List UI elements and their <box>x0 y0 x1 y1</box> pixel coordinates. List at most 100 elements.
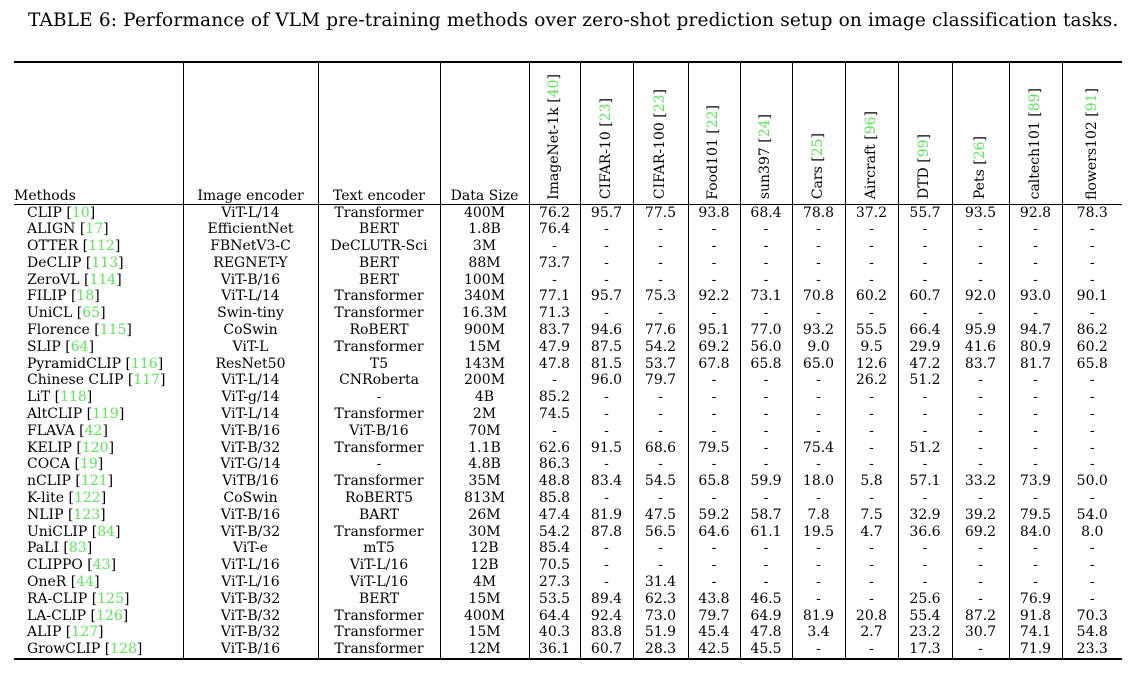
cell-data-size: 400M <box>439 607 529 625</box>
cell-value: 87.5 <box>579 338 633 356</box>
cell-value: 73.7 <box>528 254 580 272</box>
cell-method: FLAVA [42] <box>27 422 108 439</box>
cell-method: NLIP [123] <box>27 506 106 523</box>
cell-value: - <box>739 456 792 474</box>
table-row: PaLI [83] ViT-e mT5 12B 85.4- - - - - - - - - - <box>14 540 1122 558</box>
cell-value: - <box>791 254 845 272</box>
cell-value: - <box>844 439 898 457</box>
citation-number: 25 <box>809 138 826 157</box>
cell-value: 95.7 <box>579 288 633 306</box>
cell-value: 47.4 <box>528 506 580 524</box>
cell-value: 59.9 <box>739 473 792 491</box>
cell-value: - <box>951 557 1009 575</box>
cell-text-encoder: ViT-L/16 <box>317 557 440 575</box>
cell-value: 39.2 <box>951 506 1009 524</box>
cell-value: - <box>632 490 688 507</box>
cell-text-encoder: Transformer <box>317 305 440 323</box>
cell-value: 17.3 <box>897 641 952 660</box>
citation-number: 91 <box>1083 93 1100 111</box>
citation-number: 114 <box>89 271 117 288</box>
cell-value: - <box>1061 439 1122 457</box>
table-row: CLIP [10] ViT-L/14 Transformer 400M 76.2 95.7… <box>14 204 1122 222</box>
cell-value: 19.5 <box>791 523 845 541</box>
cell-value: - <box>687 254 740 272</box>
cell-value: - <box>951 406 1009 423</box>
cell-data-size: 30M <box>439 523 529 541</box>
cell-value: 65.0 <box>791 355 845 373</box>
cell-image-encoder: ViT-B/32 <box>182 523 318 541</box>
cell-value: - <box>844 590 898 608</box>
cell-value: - <box>791 574 845 591</box>
cell-value: 50.0 <box>1061 473 1122 491</box>
cell-value: - <box>1061 456 1122 474</box>
cell-data-size: 15M <box>439 624 529 642</box>
cell-method: ZeroVL [114] <box>27 271 122 288</box>
cell-value: 93.8 <box>687 204 740 222</box>
cell-value: 61.1 <box>739 523 792 541</box>
cell-value: - <box>687 490 740 507</box>
cell-value: - <box>739 254 792 272</box>
cell-value: - <box>951 456 1009 474</box>
cell-value: - <box>1061 540 1122 558</box>
cell-value: - <box>687 540 740 558</box>
cell-data-size: 1.1B <box>439 439 529 457</box>
cell-value: - <box>632 456 688 474</box>
cell-value: - <box>632 305 688 323</box>
cell-value: - <box>739 439 792 457</box>
cell-value: - <box>791 557 845 575</box>
cell-value: - <box>951 439 1009 457</box>
label-text: PyramidCLIP <box>27 355 122 372</box>
cell-data-size: 900M <box>439 322 529 339</box>
cell-value: 48.8 <box>528 473 580 491</box>
cell-value: 76.4 <box>528 221 580 239</box>
cell-image-encoder: ViT-L/14 <box>182 204 318 222</box>
cell-value: - <box>579 540 633 558</box>
cell-data-size: 143M <box>439 355 529 373</box>
label-text: FILIP <box>27 288 67 305</box>
cell-image-encoder: ViT-G/14 <box>182 456 318 474</box>
cell-value: 51.9 <box>632 624 688 642</box>
cell-value: 5.8 <box>844 473 898 491</box>
cell-value: - <box>687 406 740 423</box>
cell-value: 79.5 <box>687 439 740 457</box>
cell-value: - <box>687 422 740 440</box>
cell-value: - <box>844 456 898 474</box>
cell-value: 7.5 <box>844 506 898 524</box>
cell-image-encoder: ViT-B/16 <box>182 422 318 440</box>
cell-text-encoder: BART <box>317 506 440 524</box>
cell-value: 92.2 <box>687 288 740 306</box>
cell-method: Chinese CLIP [117] <box>27 372 166 389</box>
citation-number: 113 <box>91 254 119 271</box>
cell-value: 79.5 <box>1008 506 1062 524</box>
label-text: COCA <box>27 456 71 473</box>
cell-value: 62.6 <box>528 439 580 457</box>
label-text: KELIP <box>27 439 72 456</box>
citation-number: 43 <box>92 557 111 574</box>
cell-method: LA-CLIP [126] <box>27 607 129 624</box>
cell-image-encoder: EfficientNet <box>182 221 318 239</box>
col-header-dataset: flowers102 [91] <box>1061 62 1122 205</box>
table-row: nCLIP [121] ViTB/16 Transformer 35M 48.8 83.4… <box>14 473 1122 491</box>
table-row: ALIP [127] ViT-B/32 Transformer 15M 40.3 83.8… <box>14 624 1122 642</box>
cell-value: - <box>687 238 740 255</box>
col-header-dataset: sun397 [24] <box>739 62 792 205</box>
cell-value: 32.9 <box>897 506 952 524</box>
cell-data-size: 340M <box>439 288 529 306</box>
cell-value: - <box>632 422 688 440</box>
cell-value: 65.8 <box>739 355 792 373</box>
cell-value: 94.6 <box>579 322 633 339</box>
cell-value: - <box>951 238 1009 255</box>
cell-value: - <box>1061 389 1122 407</box>
cell-data-size: 88M <box>439 254 529 272</box>
cell-value: 23.3 <box>1061 641 1122 660</box>
cell-value: - <box>687 221 740 239</box>
citation-number: 112 <box>88 238 115 255</box>
cell-method: ALIGN [17] <box>27 221 109 238</box>
cell-value: 18.0 <box>791 473 845 491</box>
cell-value: 56.0 <box>739 338 792 356</box>
cell-value: - <box>1008 389 1062 407</box>
citation-number: 122 <box>73 490 101 507</box>
cell-value: 62.3 <box>632 590 688 608</box>
citation-number: 117 <box>133 372 161 389</box>
cell-value: - <box>632 540 688 558</box>
